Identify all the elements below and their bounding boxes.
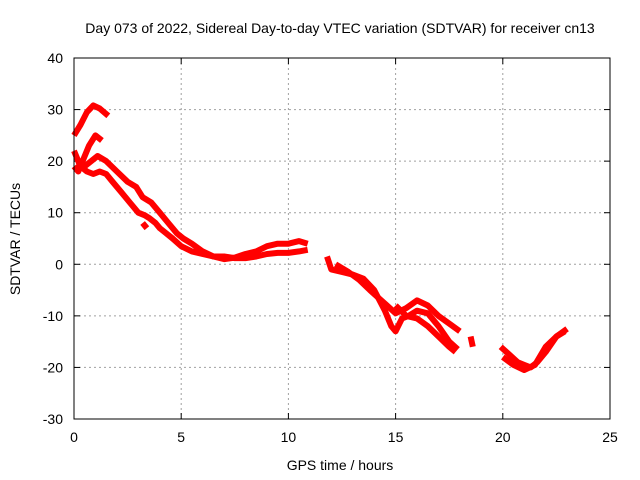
x-tick-label: 25: [602, 429, 618, 445]
series-line-track-a: [71, 102, 111, 137]
series-line-track-c: [71, 149, 309, 262]
x-tick-label: 20: [495, 429, 511, 445]
y-tick-label: 0: [55, 256, 63, 272]
series-line-track-k: [501, 328, 567, 373]
chart-title: Day 073 of 2022, Sidereal Day-to-day VTE…: [85, 20, 595, 36]
x-tick-label: 15: [388, 429, 404, 445]
y-tick-label: -20: [43, 359, 63, 375]
y-tick-label: -10: [43, 308, 63, 324]
x-tick-label: 0: [70, 429, 78, 445]
series-line-track-d: [76, 153, 309, 263]
series-line-track-h: [393, 303, 458, 355]
series-line-track-i: [467, 335, 476, 348]
x-tick-label: 10: [281, 429, 297, 445]
y-tick-label: 30: [47, 102, 63, 118]
series-line-track-g: [334, 261, 462, 334]
x-tick-label: 5: [177, 429, 185, 445]
y-tick-label: -30: [43, 411, 63, 427]
x-axis-label: GPS time / hours: [287, 457, 394, 473]
y-tick-label: 10: [47, 205, 63, 221]
series-line-track-b: [71, 132, 104, 175]
data-series: [71, 102, 569, 373]
plot-frame: [73, 57, 611, 420]
y-tick-label: 40: [47, 50, 63, 66]
y-axis-label: SDTVAR / TECUs: [7, 183, 23, 295]
series-line-track-e: [140, 221, 150, 231]
y-tick-label: 20: [47, 153, 63, 169]
